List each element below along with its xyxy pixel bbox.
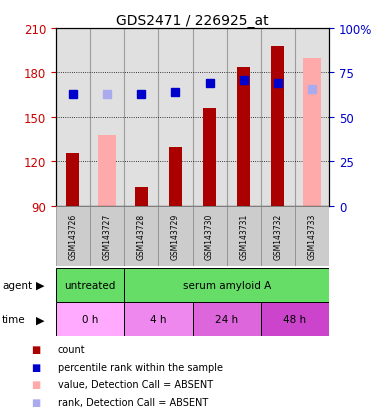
FancyBboxPatch shape bbox=[261, 206, 295, 266]
Text: GSM143731: GSM143731 bbox=[239, 214, 248, 259]
Text: ▶: ▶ bbox=[36, 280, 44, 290]
Text: GSM143726: GSM143726 bbox=[69, 214, 77, 259]
Bar bbox=[90, 29, 124, 206]
Text: 0 h: 0 h bbox=[82, 315, 98, 325]
FancyBboxPatch shape bbox=[295, 206, 329, 266]
FancyBboxPatch shape bbox=[56, 206, 90, 266]
FancyBboxPatch shape bbox=[124, 206, 158, 266]
FancyBboxPatch shape bbox=[124, 303, 192, 337]
Bar bbox=[124, 29, 158, 206]
Text: GDS2471 / 226925_at: GDS2471 / 226925_at bbox=[116, 14, 269, 28]
FancyBboxPatch shape bbox=[227, 206, 261, 266]
Text: agent: agent bbox=[2, 280, 32, 290]
Bar bbox=[271, 47, 285, 207]
Text: time: time bbox=[2, 315, 25, 325]
Text: rank, Detection Call = ABSENT: rank, Detection Call = ABSENT bbox=[58, 397, 208, 407]
FancyBboxPatch shape bbox=[124, 268, 329, 302]
Text: ■: ■ bbox=[31, 344, 40, 354]
Text: serum amyloid A: serum amyloid A bbox=[182, 280, 271, 290]
Text: GSM143727: GSM143727 bbox=[102, 214, 112, 259]
Text: GSM143730: GSM143730 bbox=[205, 213, 214, 260]
Bar bbox=[56, 29, 90, 206]
Text: percentile rank within the sample: percentile rank within the sample bbox=[58, 362, 223, 372]
Bar bbox=[261, 29, 295, 206]
Text: ■: ■ bbox=[31, 380, 40, 389]
Text: 4 h: 4 h bbox=[150, 315, 167, 325]
Bar bbox=[98, 135, 116, 206]
Text: ■: ■ bbox=[31, 362, 40, 372]
Text: GSM143729: GSM143729 bbox=[171, 214, 180, 259]
Bar bbox=[158, 29, 192, 206]
Bar bbox=[237, 67, 250, 206]
FancyBboxPatch shape bbox=[192, 303, 261, 337]
Bar bbox=[203, 109, 216, 206]
Text: 48 h: 48 h bbox=[283, 315, 306, 325]
Bar bbox=[135, 187, 148, 206]
Bar bbox=[169, 147, 182, 206]
FancyBboxPatch shape bbox=[192, 206, 227, 266]
Text: untreated: untreated bbox=[64, 280, 116, 290]
Bar bbox=[227, 29, 261, 206]
FancyBboxPatch shape bbox=[56, 303, 124, 337]
Text: GSM143733: GSM143733 bbox=[308, 213, 316, 260]
FancyBboxPatch shape bbox=[261, 303, 329, 337]
Text: count: count bbox=[58, 344, 85, 354]
Text: GSM143728: GSM143728 bbox=[137, 214, 146, 259]
FancyBboxPatch shape bbox=[158, 206, 192, 266]
Bar bbox=[67, 153, 79, 206]
Text: ■: ■ bbox=[31, 397, 40, 407]
FancyBboxPatch shape bbox=[90, 206, 124, 266]
Bar bbox=[295, 29, 329, 206]
Text: 24 h: 24 h bbox=[215, 315, 238, 325]
Text: GSM143732: GSM143732 bbox=[273, 214, 283, 259]
Bar bbox=[303, 59, 321, 206]
Text: ▶: ▶ bbox=[36, 315, 44, 325]
FancyBboxPatch shape bbox=[56, 268, 124, 302]
Bar bbox=[192, 29, 227, 206]
Text: value, Detection Call = ABSENT: value, Detection Call = ABSENT bbox=[58, 380, 213, 389]
